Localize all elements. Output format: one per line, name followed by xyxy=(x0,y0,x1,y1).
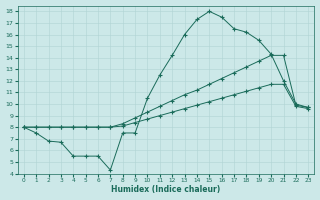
X-axis label: Humidex (Indice chaleur): Humidex (Indice chaleur) xyxy=(111,185,221,194)
